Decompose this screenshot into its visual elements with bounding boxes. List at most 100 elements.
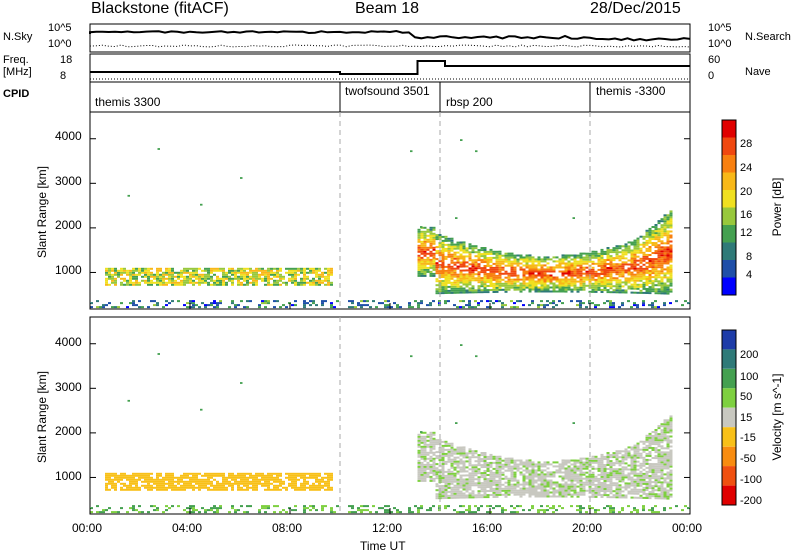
vel-cell — [621, 462, 625, 465]
vel-cell — [546, 461, 550, 464]
vel-cell — [450, 454, 454, 457]
vel-cell — [462, 448, 466, 451]
power-cell — [282, 281, 285, 284]
vel-cell — [396, 511, 399, 514]
vel-cell — [186, 484, 189, 487]
power-cell — [309, 267, 312, 270]
vel-cell — [615, 452, 619, 455]
power-cell — [585, 278, 589, 281]
vel-cell — [474, 468, 478, 471]
vel-cell — [585, 489, 589, 492]
vel-cell — [492, 475, 496, 478]
power-cell — [471, 259, 475, 262]
power-cell — [200, 203, 203, 206]
power-cell — [192, 302, 195, 305]
vel-cell — [177, 478, 180, 481]
vel-cell — [423, 459, 427, 462]
power-cell — [435, 266, 439, 269]
power-cell — [492, 274, 496, 277]
power-cell — [648, 239, 652, 242]
power-cell — [600, 283, 604, 285]
power-cell — [129, 302, 132, 305]
power-cell — [459, 245, 463, 248]
vel-cell — [660, 475, 664, 478]
power-cell — [633, 273, 637, 276]
power-cell — [531, 256, 535, 259]
power-cell — [657, 292, 661, 295]
vel-cell — [327, 486, 330, 489]
vel-cell — [153, 486, 156, 489]
vel-cell — [597, 481, 601, 484]
power-cell — [582, 280, 586, 283]
vel-cell — [96, 505, 99, 508]
vel-cell — [618, 492, 622, 495]
power-cell — [432, 248, 436, 251]
power-cell — [327, 279, 330, 282]
power-cell — [168, 273, 171, 276]
vel-cell — [582, 467, 586, 470]
vel-cell — [459, 468, 463, 471]
vel-cell — [663, 509, 666, 512]
power-cell — [123, 283, 126, 286]
vel-cell — [483, 494, 487, 497]
power-cell — [141, 275, 144, 278]
vel-cell — [639, 488, 643, 491]
vel-cell — [522, 465, 526, 468]
power-cell — [471, 287, 475, 290]
vel-cell — [258, 478, 261, 481]
power-cell — [453, 243, 457, 246]
vel-cell — [519, 467, 523, 470]
vel-cell — [492, 461, 496, 464]
power-cell — [132, 273, 135, 276]
power-cell — [456, 306, 459, 309]
power-cell — [603, 275, 607, 277]
vel-cell — [141, 476, 144, 479]
vel-cell — [642, 462, 646, 465]
power-cell — [660, 232, 664, 235]
power-cell — [519, 290, 523, 293]
power-cell — [294, 279, 297, 282]
power-cell — [450, 245, 454, 248]
vel-cell — [636, 482, 640, 485]
vel-cell — [165, 488, 168, 491]
vel-cell — [432, 469, 436, 472]
vel-cell — [153, 505, 156, 508]
power-cell — [510, 278, 514, 281]
power-cell — [489, 277, 493, 279]
power-cell — [540, 280, 544, 283]
power-cell — [270, 267, 273, 270]
power-cell — [390, 306, 393, 309]
power-cell — [240, 277, 243, 280]
vel-cell — [603, 474, 607, 476]
vel-cell — [135, 488, 138, 491]
vel-cell — [426, 445, 430, 448]
power-cell — [654, 246, 658, 249]
power-cell — [210, 275, 213, 278]
power-cell — [522, 278, 526, 281]
vel-cell — [648, 483, 652, 485]
vel-cell — [495, 463, 499, 466]
power-cell — [267, 281, 270, 284]
vel-cell — [639, 456, 643, 459]
power-cell — [666, 290, 670, 293]
power-cell — [600, 254, 604, 257]
power-cell — [147, 269, 150, 272]
vel-cell — [243, 511, 246, 514]
vel-cell — [486, 486, 490, 488]
power-cell — [468, 283, 472, 286]
vel-cell — [330, 478, 333, 481]
power-cell — [669, 240, 673, 243]
vel-cell — [567, 489, 571, 492]
power-cell — [438, 244, 442, 246]
power-cell — [252, 271, 255, 274]
power-cell — [417, 306, 420, 309]
vel-cell — [420, 473, 424, 476]
power-cell — [180, 283, 183, 286]
power-cell — [588, 278, 592, 281]
power-cell — [549, 280, 553, 283]
vel-cell — [477, 468, 481, 471]
power-cell — [624, 245, 628, 248]
vel-cell — [528, 465, 532, 468]
vel-cell — [429, 439, 433, 442]
